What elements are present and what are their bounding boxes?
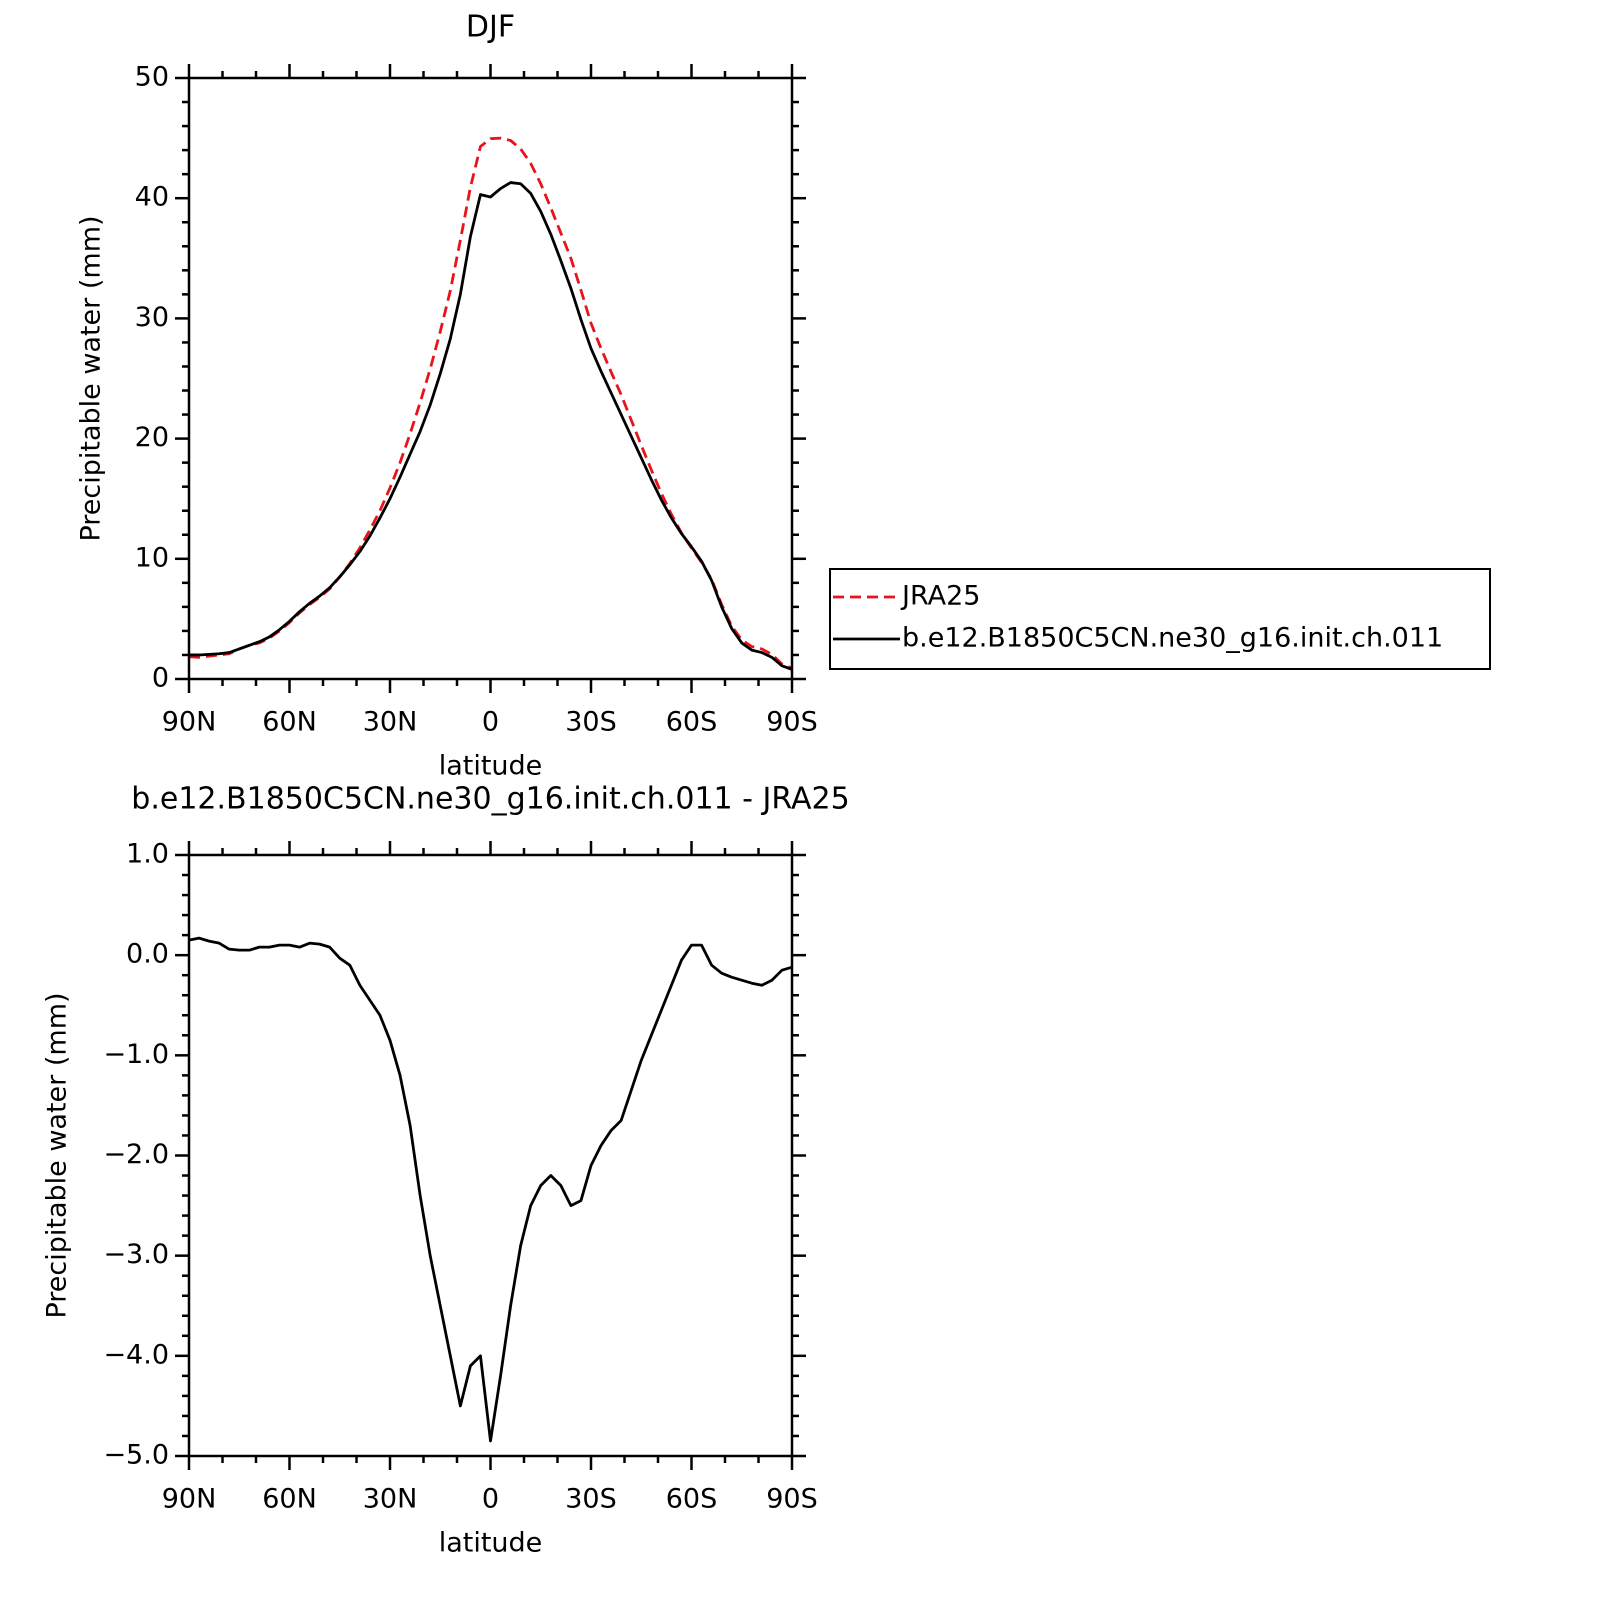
x-tick-label: 30S (565, 707, 617, 738)
y-tick-label: −5.0 (103, 1440, 169, 1471)
legend: JRA25 b.e12.B1850C5CN.ne30_g16.init.ch.01… (829, 568, 1491, 670)
y-axis-label: Precipitable water (mm) (76, 215, 107, 541)
x-tick-label: 60S (666, 707, 718, 738)
x-tick-label: 90S (766, 707, 818, 738)
y-tick-label: −4.0 (103, 1339, 169, 1370)
plot-frame (187, 76, 794, 681)
y-tick-label: 0 (152, 663, 169, 694)
x-axis-label: latitude (439, 1528, 543, 1559)
x-tick-label: 0 (482, 1484, 499, 1515)
x-tick-label: 60S (666, 1484, 718, 1515)
y-tick-label: 40 (135, 182, 169, 213)
chart-title: DJF (466, 10, 515, 45)
legend-label: b.e12.B1850C5CN.ne30_g16.init.ch.011 (902, 623, 1443, 654)
data-line (189, 181, 793, 671)
y-tick-label: 50 (135, 62, 169, 93)
y-tick-label: 30 (135, 302, 169, 333)
x-tick-label: 90N (162, 1484, 217, 1515)
x-tick-label: 0 (482, 707, 499, 738)
x-tick-label: 30S (565, 1484, 617, 1515)
x-tick-label: 60N (262, 707, 317, 738)
x-axis-label: latitude (439, 751, 543, 782)
x-tick-label: 90N (162, 707, 217, 738)
data-line (188, 936, 793, 1443)
x-tick-label: 30N (363, 707, 418, 738)
x-tick-label: 30N (363, 1484, 418, 1515)
y-tick-label: 20 (135, 422, 169, 453)
plot: DJF Precipitable water (mm) latitude 0 10 20 3… (76, 10, 1491, 782)
x-tick-label: 90S (766, 1484, 818, 1515)
y-tick-label: 10 (135, 542, 169, 573)
y-tick-label: 0.0 (126, 939, 169, 970)
x-tick-label: 60N (262, 1484, 317, 1515)
data-line (188, 136, 793, 670)
plot: b.e12.B1850C5CN.ne30_g16.init.ch.011 - J… (42, 782, 850, 1559)
y-tick-label: −3.0 (103, 1239, 169, 1270)
legend-label: JRA25 (900, 581, 980, 612)
legend-box (829, 568, 1491, 670)
y-tick-label: 1.0 (126, 839, 169, 870)
y-axis-label: Precipitable water (mm) (42, 992, 73, 1318)
y-tick-label: −1.0 (103, 1039, 169, 1070)
y-tick-label: −2.0 (103, 1139, 169, 1170)
chart-title: b.e12.B1850C5CN.ne30_g16.init.ch.011 - J… (131, 782, 849, 817)
